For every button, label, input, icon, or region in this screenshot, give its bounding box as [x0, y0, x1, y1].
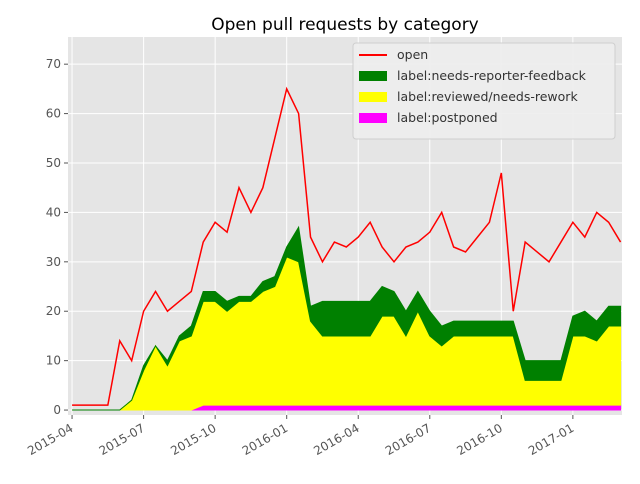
area [72, 225, 622, 411]
x-tick-label: 2015-04 [25, 421, 75, 458]
x-tick-label: 2016-04 [311, 421, 361, 458]
y-tick-label: 50 [46, 156, 61, 170]
chart-title: Open pull requests by category [211, 15, 479, 35]
legend-box [352, 42, 616, 140]
legend-swatch [359, 71, 387, 81]
legend-label: label:postponed [397, 110, 498, 125]
y-tick-label: 70 [46, 57, 61, 71]
y-tick-label: 0 [53, 403, 61, 417]
y-tick-label: 40 [46, 205, 61, 219]
x-tick-label: 2016-10 [454, 421, 504, 458]
y-tick-label: 20 [46, 304, 61, 318]
y-tick-label: 30 [46, 255, 61, 269]
legend-label: label:reviewed/needs-rework [397, 89, 578, 104]
x-tick-label: 2016-07 [383, 421, 433, 458]
legend-swatch [359, 113, 387, 123]
x-tick-label: 2017-01 [526, 421, 576, 458]
x-tick-label: 2015-07 [97, 421, 147, 458]
y-tick-label: 10 [46, 354, 61, 368]
legend-label: label:needs-reporter-feedback [397, 68, 587, 83]
line [72, 86, 622, 406]
x-tick-label: 2015-10 [168, 421, 218, 458]
legend-swatch [359, 92, 387, 102]
legend-label: open [397, 47, 428, 62]
y-tick-label: 60 [46, 107, 61, 121]
x-tick-label: 2016-01 [240, 421, 290, 458]
